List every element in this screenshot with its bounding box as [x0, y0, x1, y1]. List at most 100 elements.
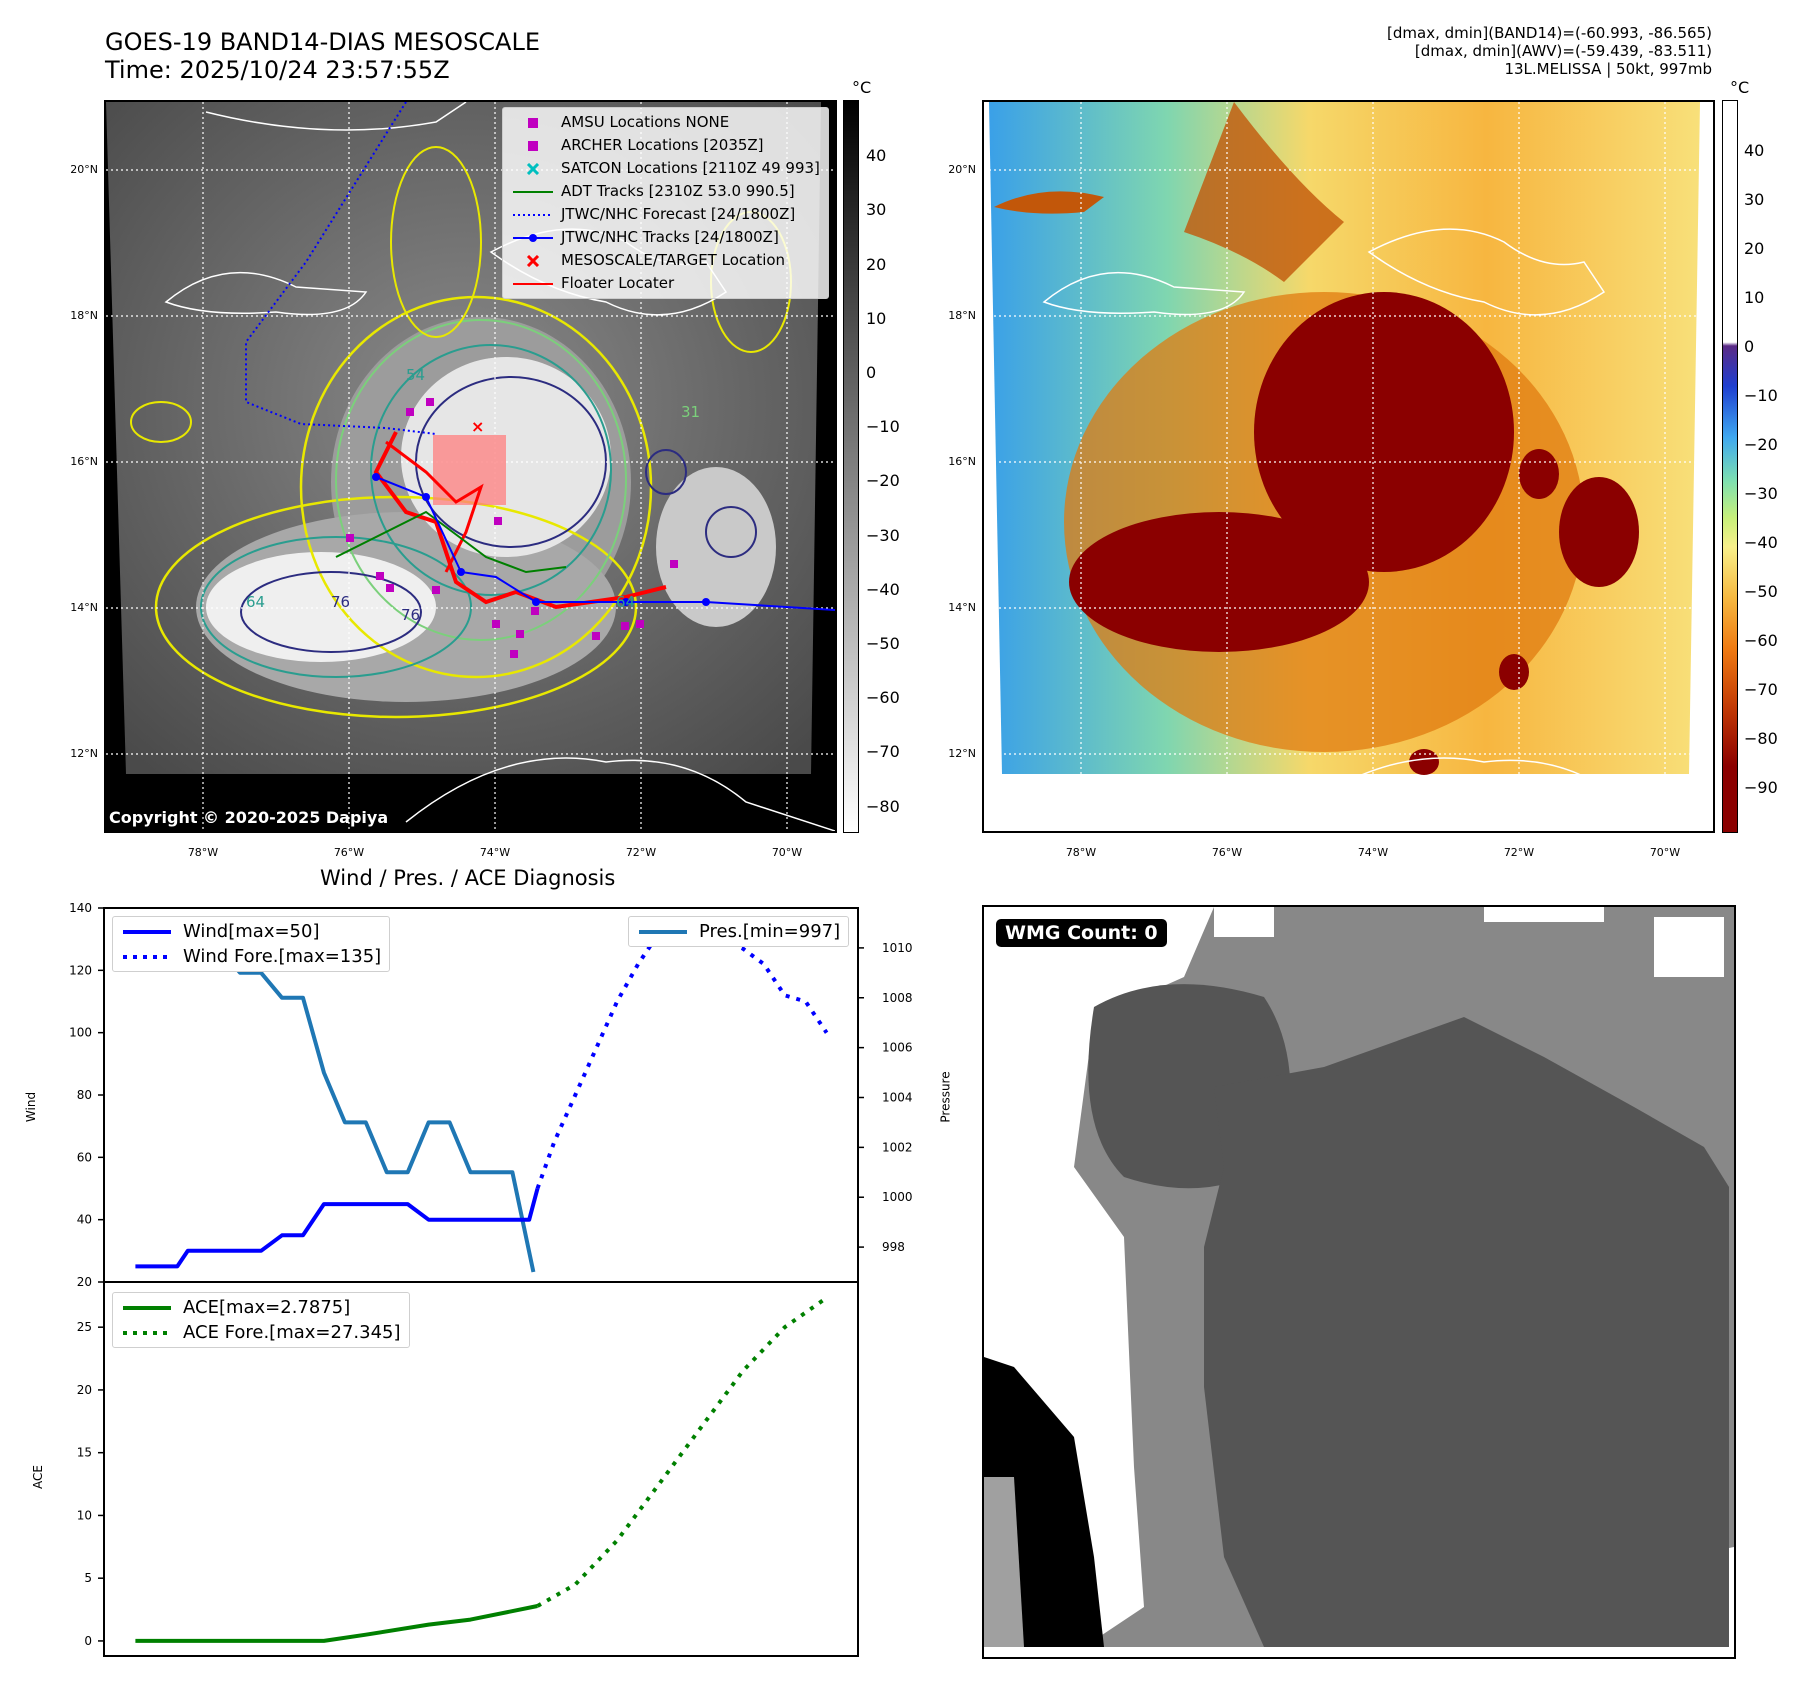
wmg-clear-north: [1214, 907, 1274, 937]
archer-locations: [346, 398, 678, 658]
map-legend-item: Floater Locater: [511, 272, 820, 295]
awv-band: [1069, 512, 1369, 652]
best-track: [375, 476, 835, 611]
legend-square-icon: [511, 117, 555, 129]
contour-green: [335, 319, 627, 641]
gray-cb-40: 40: [866, 146, 887, 165]
contour-label-76b: 76: [401, 606, 420, 624]
pressure-tick-label: 1006: [882, 1041, 913, 1055]
wmg-clear-ne2: [1654, 917, 1724, 977]
color-cb-m30: −30: [1744, 484, 1778, 503]
ace-fore-legend-label: ACE Fore.[max=27.345]: [183, 1322, 401, 1343]
wind-legend-dotted-icon: [123, 954, 171, 959]
contour-navy-west: [240, 571, 422, 653]
lon-78w: 78°W: [187, 846, 219, 859]
contour-label-64: 64: [246, 593, 265, 611]
legend-line-icon: [511, 278, 555, 290]
gray-cb-m70: −70: [866, 742, 900, 761]
color-cb-m90: −90: [1744, 778, 1778, 797]
ace-legend-solid-icon: [123, 1305, 171, 1310]
r-lon-74w: 74°W: [1357, 846, 1389, 859]
wind-fore-legend-item: Wind Fore.[max=135]: [121, 944, 381, 969]
wind-tick-label: 100: [69, 1026, 92, 1040]
lon-72w: 72°W: [625, 846, 657, 859]
coastline-jamaica: [164, 271, 368, 316]
ace-tick-label: 5: [84, 1571, 92, 1585]
ir-grayscale-map: × 64 76 76 64 54 31 Copyright © 2020-202…: [104, 100, 837, 833]
map-legend-label: MESOSCALE/TARGET Location: [561, 251, 786, 269]
diagnosis-chart: 2040608010012014099810001002100410061008…: [69, 901, 913, 1657]
gray-cb-20: 20: [866, 255, 887, 274]
map-legend-item: ARCHER Locations [2035Z]: [511, 134, 820, 157]
adt-track: [335, 510, 567, 574]
contour-north: [390, 146, 482, 338]
intensity-info: [dmax, dmin](BAND14)=(-60.993, -86.565) …: [1112, 24, 1712, 78]
wind-tick-label: 140: [69, 901, 92, 915]
band14-range: [dmax, dmin](BAND14)=(-60.993, -86.565): [1387, 24, 1712, 42]
pressure-axis-label: Pressure: [938, 1071, 953, 1123]
wind-fore-legend-label: Wind Fore.[max=135]: [183, 946, 382, 967]
wmg-panel: WMG Count: 0: [982, 905, 1736, 1659]
contour-teal: [370, 344, 612, 596]
contour-label-76: 76: [331, 593, 350, 611]
gray-cb-30: 30: [866, 200, 887, 219]
legend-line-icon: [511, 186, 555, 198]
pressure-tick-label: 1000: [882, 1190, 913, 1204]
diagnosis-title: Wind / Pres. / ACE Diagnosis: [320, 866, 616, 890]
color-cb-m80: −80: [1744, 729, 1778, 748]
ace-legend-dotted-icon: [123, 1330, 171, 1335]
wind-tick-label: 120: [69, 963, 92, 977]
gray-cb-m50: −50: [866, 634, 900, 653]
wind-tick-label: 80: [77, 1088, 92, 1102]
wind-tick-label: 40: [77, 1213, 92, 1227]
lat-12n: 12°N: [70, 747, 98, 760]
map-legend-label: JTWC/NHC Tracks [24/1800Z]: [561, 228, 779, 246]
cold-cluster-east: [656, 467, 776, 627]
pressure-legend-solid-icon: [639, 929, 687, 934]
r-lon-70w: 70°W: [1649, 846, 1681, 859]
wind-legend-label: Wind[max=50]: [183, 921, 320, 942]
gray-colorbar: [843, 100, 859, 833]
wmg-class-dark-main: [1204, 1017, 1729, 1647]
wind-tick-label: 20: [77, 1275, 92, 1289]
gray-cb-m40: −40: [866, 580, 900, 599]
contour-label-54: 54: [406, 366, 425, 384]
legend-dotted-icon: [511, 209, 555, 221]
r-lon-78w: 78°W: [1065, 846, 1097, 859]
storm-summary: 13L.MELISSA | 50kt, 997mb: [1504, 60, 1712, 78]
legend-square-icon: [511, 140, 555, 152]
map-legend-item: JTWC/NHC Tracks [24/1800Z]: [511, 226, 820, 249]
map-legend-item: AMSU Locations NONE: [511, 111, 820, 134]
color-cb-40: 40: [1744, 141, 1765, 160]
awv-map-svg: [984, 102, 1713, 831]
gray-cb-m10: −10: [866, 417, 900, 436]
pressure-legend-item: Pres.[min=997]: [637, 919, 840, 944]
best-track-points: [372, 473, 710, 606]
color-cb-m40: −40: [1744, 533, 1778, 552]
contour-label-31: 31: [681, 403, 700, 421]
pressure-tick-label: 1002: [882, 1140, 913, 1154]
color-cb-m70: −70: [1744, 680, 1778, 699]
copyright-text: Copyright © 2020-2025 Dapiya: [109, 808, 389, 827]
awv-cluster-east: [1559, 477, 1639, 587]
awv-cluster-s2: [1409, 749, 1439, 775]
map-legend-item: ADT Tracks [2310Z 53.0 990.5]: [511, 180, 820, 203]
color-cb-30: 30: [1744, 190, 1765, 209]
lon-74w: 74°W: [479, 846, 511, 859]
r-lat-20n: 20°N: [948, 163, 976, 176]
color-cb-m50: −50: [1744, 582, 1778, 601]
map-legend: AMSU Locations NONE ARCHER Locations [203…: [502, 107, 829, 299]
ace-forecast-series-line: [536, 1296, 828, 1608]
ace-tick-label: 0: [84, 1634, 92, 1648]
contour-navy-ne: [645, 449, 687, 495]
map-legend-label: Floater Locater: [561, 274, 675, 292]
awv-coast-hispaniola: [1367, 228, 1606, 316]
ace-legend-item: ACE[max=2.7875]: [121, 1295, 401, 1320]
lon-76w: 76°W: [333, 846, 365, 859]
r-lon-72w: 72°W: [1503, 846, 1535, 859]
wmg-count-badge: WMG Count: 0: [996, 919, 1167, 947]
r-lat-12n: 12°N: [948, 747, 976, 760]
legend-x-icon: [511, 254, 555, 267]
contour-teal-west: [200, 536, 472, 678]
color-colorbar-unit: °C: [1730, 78, 1750, 97]
